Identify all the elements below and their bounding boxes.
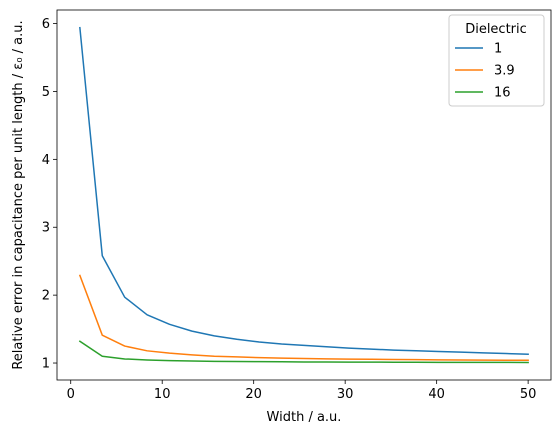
legend: Dielectric 1 3.9 16 (448, 14, 545, 107)
y-tick-label: 6 (42, 17, 50, 32)
y-tick-label: 5 (42, 85, 50, 100)
legend-label: 16 (494, 86, 511, 101)
x-tick-label: 0 (67, 387, 75, 402)
plot-frame (56, 9, 552, 381)
legend-box (448, 14, 545, 107)
y-tick-label: 2 (42, 289, 50, 304)
legend-label: 3.9 (494, 64, 515, 79)
y-axis-label: Relative error in capacitance per unit l… (11, 20, 26, 369)
series-line-3.9 (78, 274, 529, 362)
axis-ticks: 0 10 20 30 40 50 1 2 3 4 5 6 (42, 17, 537, 402)
series-line-1 (79, 26, 529, 355)
plot-area (78, 26, 529, 364)
x-tick-label: 30 (337, 387, 354, 402)
x-axis-label: Width / a.u. (267, 410, 342, 425)
y-tick-label: 1 (42, 357, 50, 372)
x-tick-label: 10 (154, 387, 171, 402)
y-tick-label: 4 (42, 153, 50, 168)
legend-entries: 1 3.9 16 (455, 42, 515, 101)
legend-label: 1 (494, 42, 502, 57)
x-tick-label: 40 (428, 387, 445, 402)
legend-title: Dielectric (465, 22, 527, 37)
x-tick-label: 50 (520, 387, 537, 402)
x-tick-label: 20 (245, 387, 262, 402)
y-tick-label: 3 (42, 221, 50, 236)
series-line-16 (78, 340, 529, 364)
